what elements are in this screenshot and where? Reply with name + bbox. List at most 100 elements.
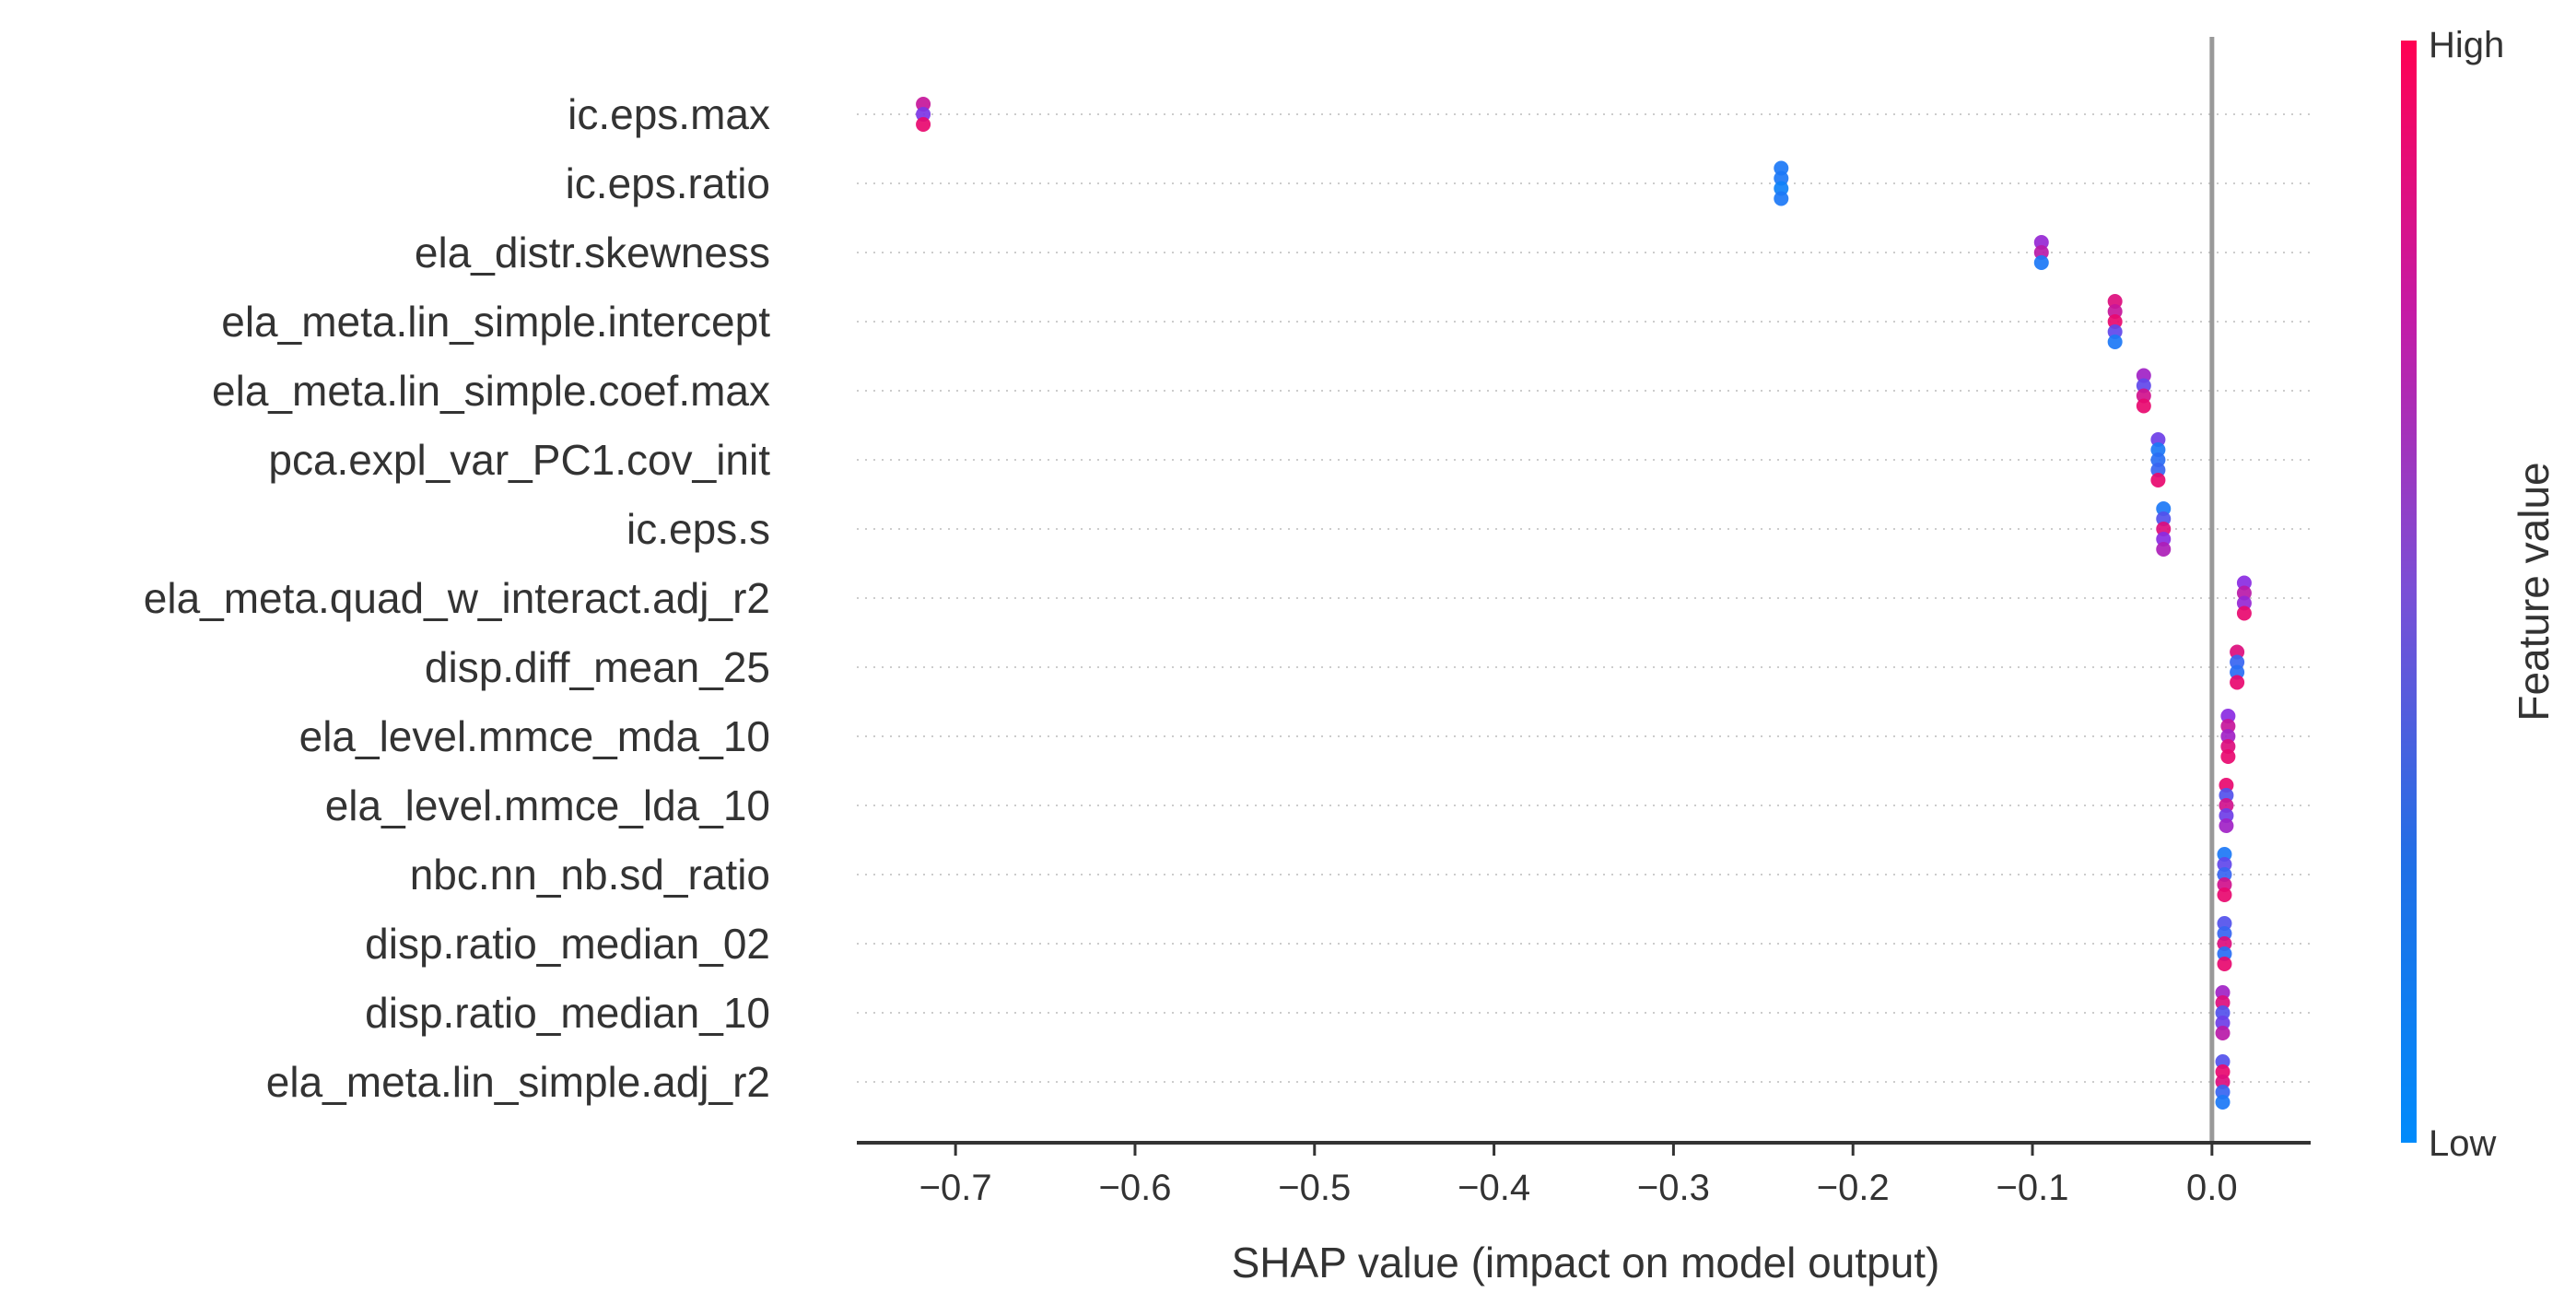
x-ticks: −0.7 −0.6 −0.5 −0.4 −0.3 −0.2 −0.1 0.0 xyxy=(919,1143,2238,1208)
feature-label: ic.eps.s xyxy=(626,505,770,553)
data-point xyxy=(2107,335,2123,349)
data-point xyxy=(2217,926,2232,941)
data-point xyxy=(2136,398,2151,414)
data-point xyxy=(2215,1026,2231,1040)
data-point xyxy=(2230,664,2245,680)
data-point xyxy=(2156,511,2172,526)
data-point xyxy=(2236,605,2252,621)
data-point xyxy=(2220,729,2236,744)
data-point xyxy=(2220,749,2236,764)
data-point xyxy=(2220,719,2236,734)
data-point xyxy=(2217,857,2232,872)
x-axis-title: SHAP value (impact on model output) xyxy=(1232,1239,1940,1286)
data-point xyxy=(2215,1016,2231,1030)
data-point xyxy=(1774,181,1789,196)
x-tick-label: −0.2 xyxy=(1817,1168,1890,1208)
data-point xyxy=(2217,957,2232,971)
data-point xyxy=(1774,191,1789,206)
data-point xyxy=(2150,463,2166,477)
data-point xyxy=(2236,595,2252,611)
feature-label: nbc.nn_nb.sd_ratio xyxy=(410,851,770,899)
feature-label: disp.ratio_median_02 xyxy=(365,920,770,968)
data-point xyxy=(2156,522,2172,536)
x-tick-label: −0.6 xyxy=(1098,1168,1171,1208)
data-point xyxy=(2219,798,2234,813)
data-point xyxy=(2033,235,2049,250)
data-point xyxy=(2219,818,2234,833)
data-point xyxy=(2217,887,2232,902)
data-point xyxy=(2215,1005,2231,1020)
feature-label: ela_meta.lin_simple.intercept xyxy=(221,298,770,346)
data-point xyxy=(2236,585,2252,601)
data-point xyxy=(2215,1064,2231,1079)
data-point xyxy=(2220,739,2236,754)
data-point xyxy=(1774,170,1789,186)
feature-label: ic.eps.max xyxy=(568,90,770,138)
data-point xyxy=(2215,1095,2231,1110)
data-point xyxy=(2219,778,2234,793)
data-point xyxy=(2156,542,2172,557)
data-point xyxy=(2217,867,2232,882)
colorbar-title: Feature value xyxy=(2510,462,2558,721)
colorbar: High Low Feature value xyxy=(2401,25,2558,1164)
data-point xyxy=(2217,916,2232,931)
gridlines xyxy=(857,113,2311,1083)
data-point xyxy=(2107,324,2123,339)
feature-label: pca.expl_var_PC1.cov_init xyxy=(268,436,770,484)
data-point xyxy=(2215,1085,2231,1099)
data-point xyxy=(2230,644,2245,660)
data-point xyxy=(2136,388,2151,404)
data-point xyxy=(2215,985,2231,1000)
data-point xyxy=(2033,255,2049,270)
x-tick-label: −0.1 xyxy=(1996,1168,2069,1208)
data-points xyxy=(916,97,2252,1110)
data-point xyxy=(2217,847,2232,862)
data-point xyxy=(916,107,931,122)
x-tick-label: −0.5 xyxy=(1278,1168,1351,1208)
data-point xyxy=(1774,160,1789,176)
data-point xyxy=(2107,304,2123,319)
data-point xyxy=(2136,368,2151,383)
data-point xyxy=(2217,946,2232,961)
data-point xyxy=(2156,501,2172,516)
feature-label: disp.ratio_median_10 xyxy=(365,989,770,1037)
feature-label: disp.diff_mean_25 xyxy=(425,643,770,691)
data-point xyxy=(2217,877,2232,892)
data-point xyxy=(2215,1075,2231,1089)
colorbar-high-label: High xyxy=(2429,25,2504,65)
x-tick-label: −0.3 xyxy=(1637,1168,1710,1208)
data-point xyxy=(2150,442,2166,457)
colorbar-low-label: Low xyxy=(2429,1123,2496,1164)
x-tick-label: 0.0 xyxy=(2186,1168,2238,1208)
data-point xyxy=(2219,788,2234,803)
data-point xyxy=(2107,294,2123,309)
data-point xyxy=(2219,808,2234,823)
data-point xyxy=(2150,432,2166,447)
data-point xyxy=(916,97,931,112)
data-point xyxy=(2215,1054,2231,1069)
feature-label: ela_meta.quad_w_interact.adj_r2 xyxy=(144,574,770,622)
data-point xyxy=(2136,378,2151,394)
data-point xyxy=(2150,452,2166,467)
data-point xyxy=(2156,532,2172,546)
data-point xyxy=(2230,654,2245,670)
feature-label: ela_level.mmce_lda_10 xyxy=(325,781,770,829)
feature-label: ela_level.mmce_mda_10 xyxy=(299,712,770,760)
data-point xyxy=(2217,936,2232,951)
x-tick-label: −0.7 xyxy=(919,1168,992,1208)
data-point xyxy=(2236,575,2252,591)
feature-label: ela_meta.lin_simple.adj_r2 xyxy=(266,1058,770,1106)
feature-label: ela_distr.skewness xyxy=(415,229,770,276)
feature-label: ela_meta.lin_simple.coef.max xyxy=(212,367,770,415)
feature-label: ic.eps.ratio xyxy=(566,159,770,207)
colorbar-gradient xyxy=(2401,41,2417,1143)
data-point xyxy=(2230,675,2245,690)
data-point xyxy=(2220,709,2236,723)
data-point xyxy=(2033,245,2049,260)
feature-labels: ic.eps.max ic.eps.ratio ela_distr.skewness… xyxy=(144,90,770,1106)
data-point xyxy=(916,117,931,132)
data-point xyxy=(2107,314,2123,329)
data-point xyxy=(2215,995,2231,1010)
x-tick-label: −0.4 xyxy=(1458,1168,1530,1208)
